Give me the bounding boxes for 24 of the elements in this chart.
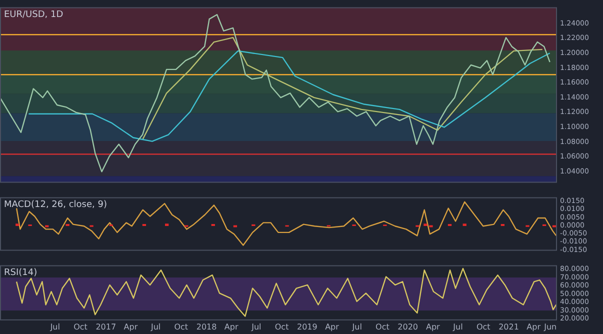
x-tick-label: Oct	[74, 322, 88, 332]
x-tick-label: Jul	[250, 322, 262, 332]
x-tick-label: Jul	[150, 322, 161, 332]
x-tick-label: Apr	[426, 322, 441, 332]
x-tick-label: 2021	[498, 322, 519, 332]
x-tick-label: Jul	[49, 322, 60, 332]
x-tick-label: Jul	[351, 322, 362, 332]
x-tick-label: Oct	[376, 322, 390, 332]
x-tick-label: Oct	[476, 322, 490, 332]
x-tick-label: 2020	[398, 322, 418, 332]
x-tick-label: Jul	[452, 322, 463, 332]
chart-title: EUR/USD, 1D	[4, 10, 64, 20]
x-tick-label: 2017	[96, 322, 116, 332]
x-tick-label: Apr	[325, 322, 340, 332]
chart-title: MACD(12, 26, close, 9)	[4, 200, 107, 210]
x-tick-label: Apr	[124, 322, 138, 332]
x-tick-label: Oct	[174, 322, 188, 332]
chart-title: RSI(14)	[4, 268, 38, 278]
x-tick-label: 2019	[297, 322, 318, 332]
x-tick-label: Jun	[543, 322, 557, 332]
x-tick-label: Oct	[274, 322, 289, 332]
x-tick-label: Apr	[526, 322, 542, 332]
x-tick-label: Apr	[224, 322, 239, 332]
x-tick-label: 2018	[196, 322, 217, 332]
